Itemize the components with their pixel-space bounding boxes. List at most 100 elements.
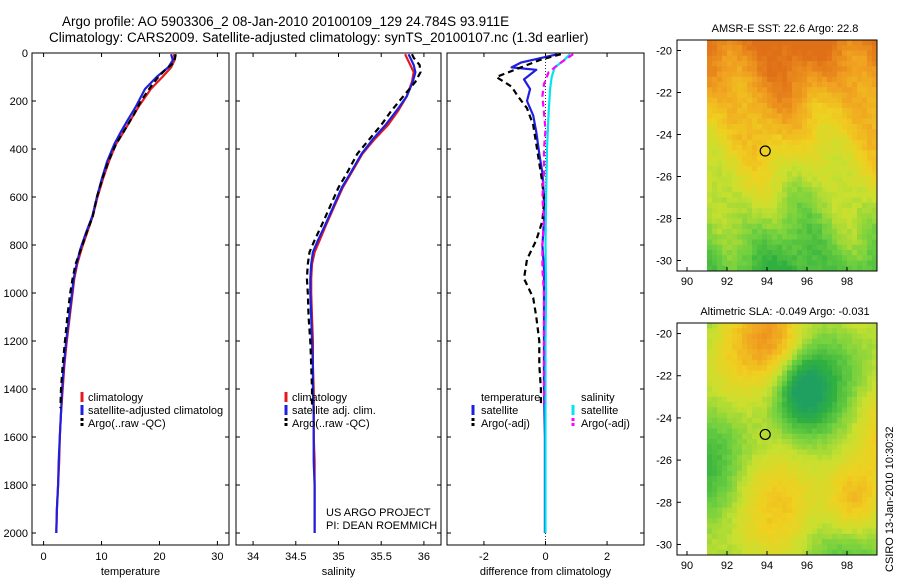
heatmap-cell	[712, 449, 718, 456]
heatmap-cell	[872, 134, 878, 141]
heatmap-cell	[782, 150, 788, 156]
heatmap-cell	[782, 386, 788, 393]
heatmap-cell	[797, 55, 803, 62]
heatmap-cell	[747, 97, 753, 104]
heatmap-cell	[717, 260, 723, 267]
heatmap-cell	[762, 181, 768, 188]
heatmap-cell	[852, 428, 858, 435]
heatmap-cell	[732, 338, 738, 345]
heatmap-cell	[822, 71, 828, 78]
heatmap-cell	[822, 166, 828, 172]
heatmap-cell	[732, 365, 738, 371]
heatmap-cell	[842, 166, 848, 172]
heatmap-cell	[787, 134, 793, 141]
heatmap-cell	[867, 344, 873, 350]
heatmap-cell	[707, 338, 713, 345]
heatmap-cell	[862, 359, 868, 366]
heatmap-cell	[772, 134, 778, 141]
heatmap-cell	[772, 155, 778, 162]
heatmap-cell	[727, 129, 733, 135]
heatmap-cell	[717, 333, 723, 340]
heatmap-cell	[842, 139, 848, 146]
heatmap-cell	[707, 250, 713, 256]
heatmap-cell	[822, 396, 828, 403]
heatmap-cell	[802, 129, 808, 135]
heatmap-cell	[867, 145, 873, 151]
heatmap-cell	[852, 449, 858, 456]
heatmap-cell	[852, 218, 858, 225]
heatmap-cell	[757, 108, 763, 114]
heatmap-cell	[782, 544, 788, 551]
heatmap-cell	[827, 124, 833, 130]
heatmap-cell	[847, 118, 853, 125]
heatmap-cell	[792, 338, 798, 345]
heatmap-cell	[802, 108, 808, 114]
heatmap-cell	[857, 454, 863, 461]
heatmap-cell	[747, 87, 753, 93]
heatmap-cell	[817, 544, 823, 551]
heatmap-cell	[792, 497, 798, 503]
heatmap-cell	[857, 113, 863, 120]
heatmap-cell	[732, 481, 738, 487]
heatmap-cell	[842, 40, 848, 46]
heatmap-cell	[777, 61, 783, 67]
heatmap-cell	[742, 155, 748, 162]
heatmap-cell	[772, 328, 778, 335]
heatmap-cell	[842, 544, 848, 551]
heatmap-cell	[732, 349, 738, 356]
heatmap-cell	[712, 491, 718, 498]
heatmap-cell	[857, 197, 863, 204]
heatmap-cell	[722, 539, 728, 545]
heatmap-cell	[757, 255, 763, 261]
heatmap-cell	[737, 61, 743, 67]
heatmap-cell	[837, 150, 843, 156]
heatmap-cell	[707, 465, 713, 472]
heatmap-cell	[827, 160, 833, 167]
heatmap-cell	[762, 518, 768, 524]
heatmap-cell	[847, 208, 853, 214]
heatmap-cell	[832, 208, 838, 214]
heatmap-cell	[807, 213, 813, 219]
heatmap-cell	[862, 381, 868, 387]
heatmap-cell	[722, 359, 728, 366]
heatmap-cell	[812, 381, 818, 387]
heatmap-cell	[822, 181, 828, 188]
heatmap-cell	[757, 197, 763, 204]
heatmap-cell	[847, 375, 853, 382]
heatmap-cell	[817, 386, 823, 393]
heatmap-cell	[797, 181, 803, 188]
heatmap-cell	[767, 76, 773, 83]
heatmap-cell	[802, 375, 808, 382]
heatmap-cell	[862, 439, 868, 445]
heatmap-cell	[812, 370, 818, 377]
heatmap-cell	[837, 465, 843, 472]
heatmap-cell	[757, 391, 763, 398]
heatmap-cell	[862, 402, 868, 408]
heatmap-cell	[767, 87, 773, 93]
heatmap-cell	[742, 213, 748, 219]
heatmap-cell	[717, 344, 723, 350]
heatmap-cell	[712, 150, 718, 156]
x-tick-label-2: 2	[604, 551, 610, 563]
heatmap-cell	[842, 375, 848, 382]
heatmap-cell	[707, 460, 713, 466]
heatmap-cell	[867, 423, 873, 429]
heatmap-cell	[787, 497, 793, 503]
heatmap-cell	[852, 255, 858, 261]
heatmap-cell	[797, 502, 803, 509]
heatmap-cell	[847, 507, 853, 514]
heatmap-cell	[867, 391, 873, 398]
heatmap-cell	[807, 129, 813, 135]
heatmap-cell	[752, 507, 758, 514]
heatmap-cell	[762, 223, 768, 230]
heatmap-cell	[722, 45, 728, 51]
heatmap-cell	[727, 66, 733, 72]
heatmap-cell	[707, 103, 713, 109]
heatmap-cell	[807, 166, 813, 172]
heatmap-cell	[817, 444, 823, 451]
heatmap-cell	[767, 544, 773, 551]
heatmap-cell	[817, 260, 823, 267]
heatmap-cell	[717, 512, 723, 519]
heatmap-cell	[807, 349, 813, 356]
heatmap-cell	[822, 118, 828, 125]
